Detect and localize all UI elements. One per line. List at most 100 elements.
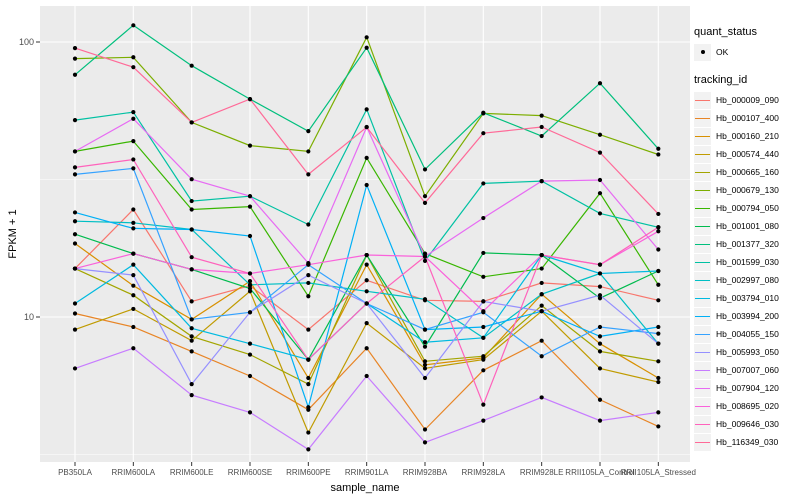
data-point: [422, 440, 428, 445]
data-point: [656, 424, 661, 429]
data-point: [597, 81, 603, 86]
data-point: [597, 191, 603, 196]
data-point: [72, 366, 78, 371]
data-point: [422, 362, 428, 367]
data-point: [539, 266, 544, 271]
line-swatch: [695, 441, 710, 443]
data-point: [656, 247, 661, 252]
data-point: [364, 252, 369, 258]
data-point: [72, 210, 78, 215]
data-point: [189, 255, 194, 260]
data-point: [306, 172, 311, 177]
legend-key-line-icon: [694, 163, 711, 181]
data-point: [481, 335, 486, 340]
data-point: [422, 297, 428, 302]
data-point: [189, 382, 194, 387]
data-point: [131, 273, 136, 278]
data-point: [72, 232, 78, 237]
legend-label: Hb_007904_120: [716, 383, 779, 393]
data-point: [539, 113, 544, 118]
legend-key-line-icon: [694, 361, 711, 379]
data-point: [306, 447, 311, 452]
legend-key-line-icon: [694, 415, 711, 433]
series-layer: [72, 23, 661, 452]
data-point: [247, 143, 253, 148]
legend-key-line-icon: [694, 181, 711, 199]
data-point: [481, 324, 486, 330]
data-point: [597, 324, 603, 330]
data-point: [364, 289, 369, 294]
data-point: [597, 334, 603, 339]
data-point: [422, 344, 428, 349]
data-point: [131, 251, 136, 256]
legend-key-line-icon: [694, 253, 711, 271]
data-point: [656, 282, 661, 287]
data-point: [247, 410, 253, 415]
data-point: [597, 341, 603, 346]
data-point: [247, 341, 253, 346]
legend-item-Hb_000107_400: Hb_000107_400: [694, 109, 800, 127]
data-point: [597, 132, 603, 137]
data-point: [597, 397, 603, 402]
data-point: [539, 309, 544, 314]
data-point: [481, 357, 486, 362]
data-point: [656, 268, 661, 274]
data-point: [364, 321, 369, 326]
line-swatch: [695, 261, 710, 263]
data-point: [306, 129, 311, 134]
legend-item-Hb_003994_200: Hb_003994_200: [694, 307, 800, 325]
x-tick-label: RRII105LA_Control: [565, 468, 635, 477]
data-point: [597, 418, 603, 423]
line-swatch: [695, 423, 710, 425]
data-point: [422, 375, 428, 381]
legend-key-line-icon: [694, 109, 711, 127]
legend-item-Hb_000794_050: Hb_000794_050: [694, 199, 800, 217]
data-point: [306, 222, 311, 227]
data-point: [131, 157, 136, 162]
data-point: [656, 152, 661, 157]
data-point: [131, 324, 136, 330]
data-point: [539, 133, 544, 139]
line-swatch: [695, 279, 710, 281]
data-point: [364, 155, 369, 160]
legend-key-line-icon: [694, 433, 711, 451]
data-point: [131, 139, 136, 144]
legend-label: Hb_000107_400: [716, 113, 779, 123]
data-point: [481, 368, 486, 373]
x-tick-label: RRIM928LE: [520, 468, 564, 477]
line-swatch: [695, 405, 710, 407]
data-point: [247, 310, 253, 315]
data-point: [247, 286, 253, 291]
data-point: [656, 225, 661, 230]
data-point: [656, 211, 661, 217]
data-point: [189, 227, 194, 232]
axis-layer: 100 10 PB350LA RRIM600LA RRIM600LE RRIM600SE R…: [19, 37, 696, 477]
data-point: [131, 220, 136, 225]
data-point: [481, 250, 486, 256]
data-point: [481, 402, 486, 407]
legend-item-Hb_005993_050: Hb_005993_050: [694, 343, 800, 361]
legend-item-Hb_000160_210: Hb_000160_210: [694, 127, 800, 145]
line-swatch: [695, 369, 710, 371]
y-tick-label: 100: [19, 37, 34, 47]
data-point: [189, 326, 194, 331]
data-point: [656, 341, 661, 346]
legend-item-Hb_002997_080: Hb_002997_080: [694, 271, 800, 289]
legend-item-Hb_000009_090: Hb_000009_090: [694, 91, 800, 109]
legend-key-line-icon: [694, 91, 711, 109]
legend-item-Hb_001377_320: Hb_001377_320: [694, 235, 800, 253]
legend-key-line-icon: [694, 271, 711, 289]
panel-background: [40, 6, 690, 462]
legend-key-line-icon: [694, 235, 711, 253]
data-point: [131, 306, 136, 312]
data-point: [539, 252, 544, 258]
legend-item-Hb_000574_440: Hb_000574_440: [694, 145, 800, 163]
data-point: [72, 327, 78, 332]
data-point: [131, 23, 136, 28]
legend-key-line-icon: [694, 343, 711, 361]
legend-label: Hb_003994_200: [716, 311, 779, 321]
data-point: [72, 241, 78, 246]
data-point: [306, 327, 311, 332]
legend-label: Hb_000794_050: [716, 203, 779, 213]
data-point: [656, 375, 661, 381]
